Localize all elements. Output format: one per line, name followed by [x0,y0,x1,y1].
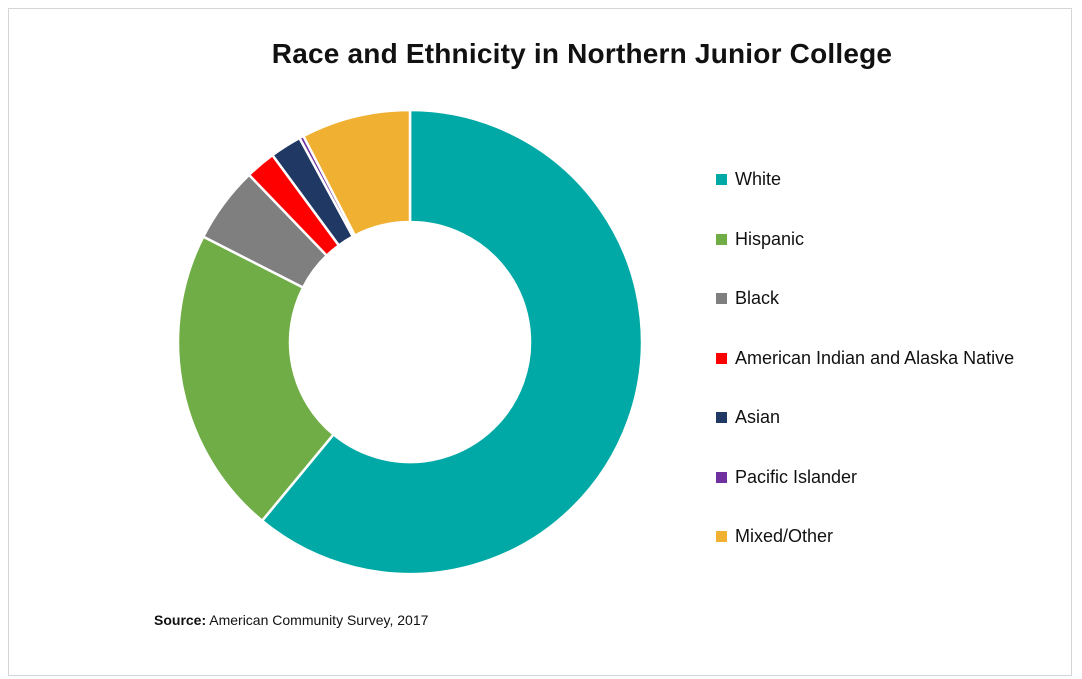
donut-slice-mixed-other [302,108,412,237]
donut-chart [176,108,644,576]
legend-swatch [716,174,727,186]
chart-legend: White Hispanic Black American Indian and Al… [716,150,1066,567]
legend-swatch [716,233,727,245]
legend-item-hispanic: Hispanic [716,210,1066,270]
legend-label: Pacific Islander [735,466,858,487]
legend-item-american-indian-and-alaska-native: American Indian and Alaska Native [716,329,1066,389]
legend-item-pacific-islander: Pacific Islander [716,448,1066,508]
legend-label: Mixed/Other [735,526,834,547]
legend-swatch [716,531,727,543]
source-note: Source: American Community Survey, 2017 [154,612,428,628]
legend-label: Black [735,288,780,309]
legend-label: Hispanic [735,228,805,249]
chart-title: Race and Ethnicity in Northern Junior Co… [271,38,893,69]
donut-slice-white [260,108,644,576]
source-text: American Community Survey, 2017 [209,612,429,628]
legend-item-asian: Asian [716,388,1066,448]
legend-item-mixed-other: Mixed/Other [716,507,1066,567]
legend-item-white: White [716,150,1066,210]
source-label: Source: [154,612,207,628]
legend-label: American Indian and Alaska Native [735,347,1015,368]
legend-label: Asian [735,407,781,428]
donut-slice-hispanic [176,235,335,523]
legend-swatch [716,293,727,305]
legend-item-black: Black [716,269,1066,329]
legend-swatch [716,471,727,483]
legend-swatch [716,352,727,364]
legend-label: White [735,169,782,190]
legend-swatch [716,412,727,424]
